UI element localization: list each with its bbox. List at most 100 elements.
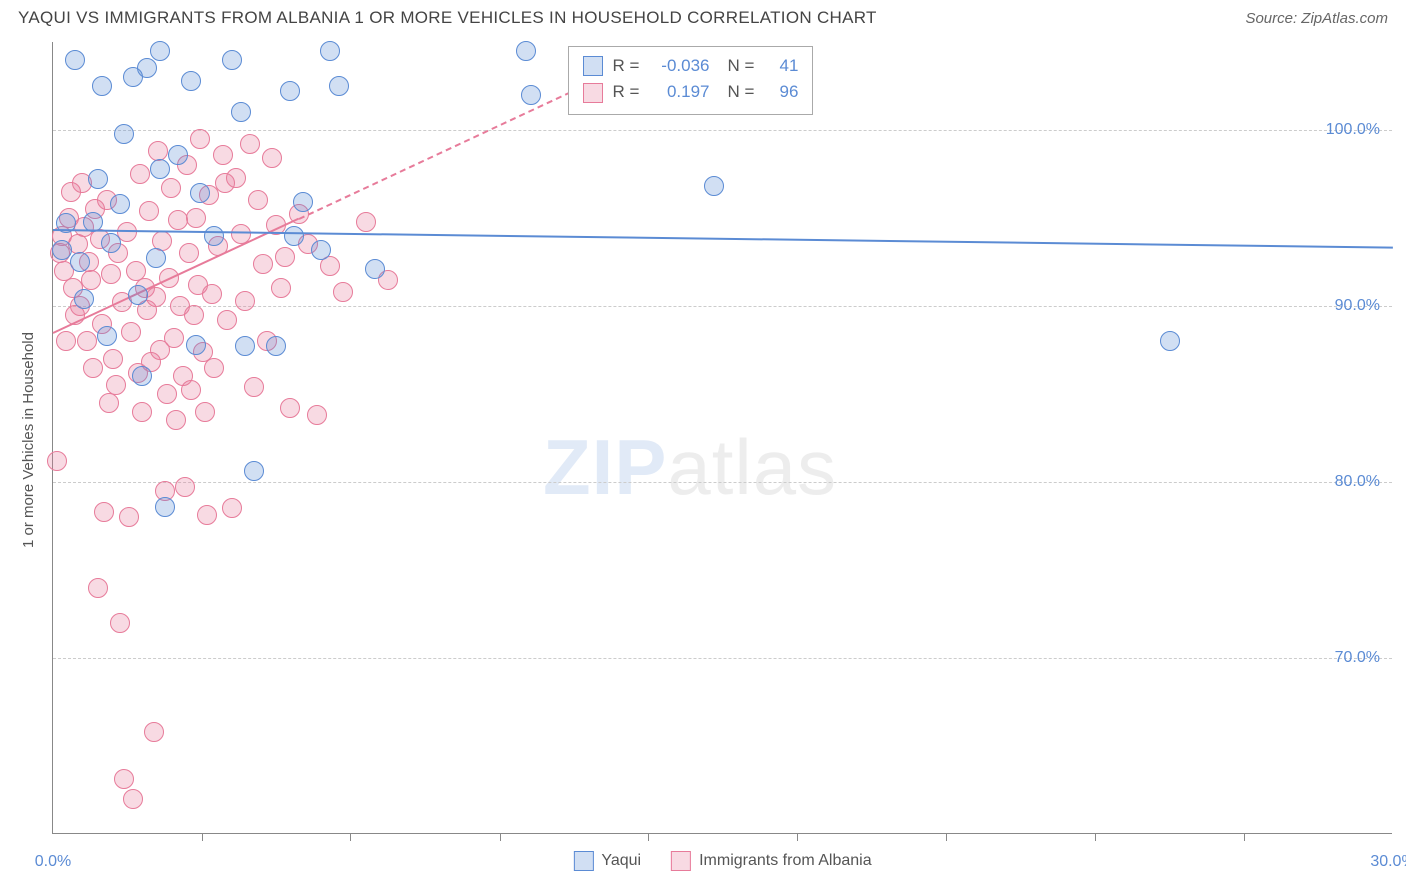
data-point-albania (146, 287, 166, 307)
data-point-albania (190, 129, 210, 149)
data-point-albania (195, 402, 215, 422)
data-point-albania (119, 507, 139, 527)
chart-title: YAQUI VS IMMIGRANTS FROM ALBANIA 1 OR MO… (18, 8, 877, 28)
stats-row-albania: R =0.197N =96 (583, 79, 799, 105)
gridline-h (53, 130, 1392, 131)
data-point-yaqui (150, 159, 170, 179)
x-tick (350, 833, 351, 841)
data-point-yaqui (516, 41, 536, 61)
data-point-yaqui (329, 76, 349, 96)
gridline-h (53, 306, 1392, 307)
data-point-yaqui (74, 289, 94, 309)
x-tick-label: 30.0% (1370, 853, 1406, 871)
data-point-yaqui (168, 145, 188, 165)
x-tick (1244, 833, 1245, 841)
data-point-yaqui (137, 58, 157, 78)
data-point-yaqui (128, 285, 148, 305)
data-point-albania (81, 270, 101, 290)
data-point-albania (222, 498, 242, 518)
legend: Yaqui Immigrants from Albania (573, 851, 871, 871)
data-point-albania (166, 410, 186, 430)
x-tick (946, 833, 947, 841)
stats-row-yaqui: R =-0.036N =41 (583, 53, 799, 79)
data-point-albania (271, 278, 291, 298)
data-point-yaqui (280, 81, 300, 101)
data-point-yaqui (150, 41, 170, 61)
y-tick-label: 100.0% (1326, 121, 1380, 139)
data-point-albania (161, 178, 181, 198)
data-point-yaqui (52, 240, 72, 260)
data-point-yaqui (521, 85, 541, 105)
data-point-yaqui (231, 102, 251, 122)
n-label: N = (727, 79, 754, 105)
data-point-yaqui (146, 248, 166, 268)
data-point-yaqui (114, 124, 134, 144)
r-label: R = (613, 53, 640, 79)
data-point-albania (356, 212, 376, 232)
data-point-albania (307, 405, 327, 425)
legend-item-albania: Immigrants from Albania (671, 851, 872, 871)
data-point-yaqui (181, 71, 201, 91)
data-point-yaqui (293, 192, 313, 212)
data-point-albania (164, 328, 184, 348)
data-point-yaqui (1160, 331, 1180, 351)
data-point-albania (253, 254, 273, 274)
data-point-yaqui (704, 176, 724, 196)
data-point-yaqui (222, 50, 242, 70)
y-axis-label: 1 or more Vehicles in Household (20, 332, 37, 548)
data-point-albania (197, 505, 217, 525)
legend-swatch-albania (583, 83, 603, 103)
data-point-albania (139, 201, 159, 221)
stats-box: R =-0.036N =41R =0.197N =96 (568, 46, 814, 115)
data-point-albania (213, 145, 233, 165)
data-point-albania (186, 208, 206, 228)
legend-item-yaqui: Yaqui (573, 851, 641, 871)
data-point-yaqui (88, 169, 108, 189)
data-point-albania (204, 358, 224, 378)
x-tick-label: 0.0% (35, 853, 71, 871)
data-point-albania (333, 282, 353, 302)
data-point-albania (226, 168, 246, 188)
gridline-h (53, 482, 1392, 483)
data-point-albania (217, 310, 237, 330)
data-point-albania (144, 722, 164, 742)
data-point-yaqui (70, 252, 90, 272)
x-tick (500, 833, 501, 841)
data-point-yaqui (204, 226, 224, 246)
data-point-albania (56, 331, 76, 351)
data-point-yaqui (190, 183, 210, 203)
y-tick-label: 80.0% (1335, 473, 1380, 491)
data-point-albania (103, 349, 123, 369)
data-point-yaqui (186, 335, 206, 355)
legend-label: Yaqui (601, 852, 641, 870)
data-point-yaqui (65, 50, 85, 70)
data-point-albania (106, 375, 126, 395)
data-point-albania (94, 502, 114, 522)
chart-header: YAQUI VS IMMIGRANTS FROM ALBANIA 1 OR MO… (0, 0, 1406, 32)
data-point-yaqui (311, 240, 331, 260)
data-point-albania (132, 402, 152, 422)
data-point-yaqui (266, 336, 286, 356)
x-tick (648, 833, 649, 841)
legend-label: Immigrants from Albania (699, 852, 872, 870)
data-point-yaqui (110, 194, 130, 214)
data-point-albania (175, 477, 195, 497)
legend-swatch-yaqui (583, 56, 603, 76)
data-point-albania (110, 613, 130, 633)
x-tick (797, 833, 798, 841)
data-point-albania (157, 384, 177, 404)
n-label: N = (727, 53, 754, 79)
data-point-yaqui (320, 41, 340, 61)
data-point-albania (235, 291, 255, 311)
legend-swatch-albania (671, 851, 691, 871)
y-tick-label: 90.0% (1335, 297, 1380, 315)
data-point-yaqui (365, 259, 385, 279)
data-point-albania (88, 578, 108, 598)
data-point-albania (240, 134, 260, 154)
watermark-zip: ZIP (543, 423, 667, 511)
data-point-albania (114, 769, 134, 789)
data-point-albania (262, 148, 282, 168)
data-point-yaqui (235, 336, 255, 356)
data-point-albania (275, 247, 295, 267)
r-value: -0.036 (649, 53, 709, 79)
